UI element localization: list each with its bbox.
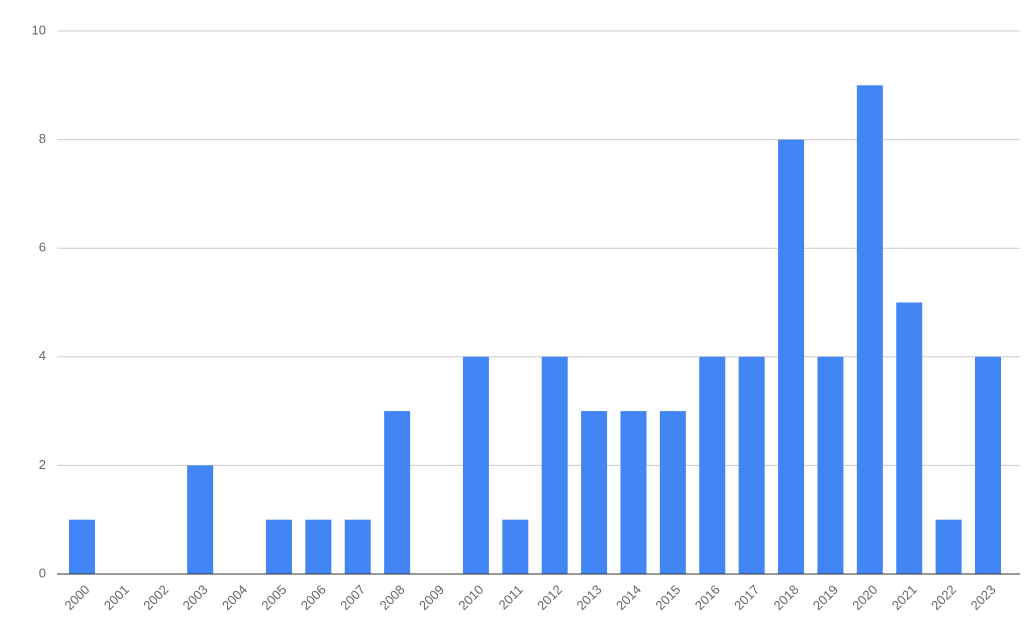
bar (462, 356, 489, 574)
bar (975, 356, 1002, 574)
bar (620, 411, 647, 574)
bar (68, 519, 95, 574)
bar (659, 411, 686, 574)
x-tick-label: 2009 (416, 582, 447, 613)
bar (896, 302, 923, 574)
x-tick-label: 2014 (613, 582, 644, 613)
bar (502, 519, 529, 574)
y-tick-label: 4 (39, 348, 46, 363)
x-tick-label: 2016 (692, 582, 723, 613)
y-tick-label: 6 (39, 240, 46, 255)
bar (187, 465, 214, 574)
x-tick-label: 2022 (928, 582, 959, 613)
bar (778, 139, 805, 574)
x-tick-label: 2021 (889, 582, 920, 613)
x-tick-label: 2013 (574, 582, 605, 613)
bar (305, 519, 332, 574)
bar (935, 519, 962, 574)
x-tick-label: 2008 (377, 582, 408, 613)
y-tick-label: 0 (39, 565, 46, 580)
bar (344, 519, 371, 574)
x-tick-label: 2002 (140, 582, 171, 613)
x-tick-label: 2012 (534, 582, 565, 613)
x-tick-label: 2023 (967, 582, 998, 613)
bar (581, 411, 608, 574)
bar (541, 356, 568, 574)
y-tick-label: 10 (32, 22, 46, 37)
bar (699, 356, 726, 574)
x-tick-label: 2007 (337, 582, 368, 613)
y-tick-label: 2 (39, 457, 46, 472)
bar (738, 356, 765, 574)
x-tick-label: 2017 (731, 582, 762, 613)
y-tick-label: 8 (39, 131, 46, 146)
bar (817, 356, 844, 574)
x-tick-label: 2010 (455, 582, 486, 613)
x-tick-label: 2005 (258, 582, 289, 613)
x-tick-label: 2020 (849, 582, 880, 613)
x-tick-label: 2015 (652, 582, 683, 613)
x-tick-label: 2003 (180, 582, 211, 613)
bar (856, 85, 883, 575)
x-tick-label: 2006 (298, 582, 329, 613)
bar (265, 519, 292, 574)
x-tick-label: 2000 (61, 582, 92, 613)
x-tick-label: 2018 (771, 582, 802, 613)
bar (384, 411, 411, 574)
x-tick-label: 2019 (810, 582, 841, 613)
x-tick-label: 2011 (495, 582, 525, 612)
x-tick-label: 2004 (219, 582, 250, 613)
x-tick-label: 2001 (101, 582, 132, 613)
